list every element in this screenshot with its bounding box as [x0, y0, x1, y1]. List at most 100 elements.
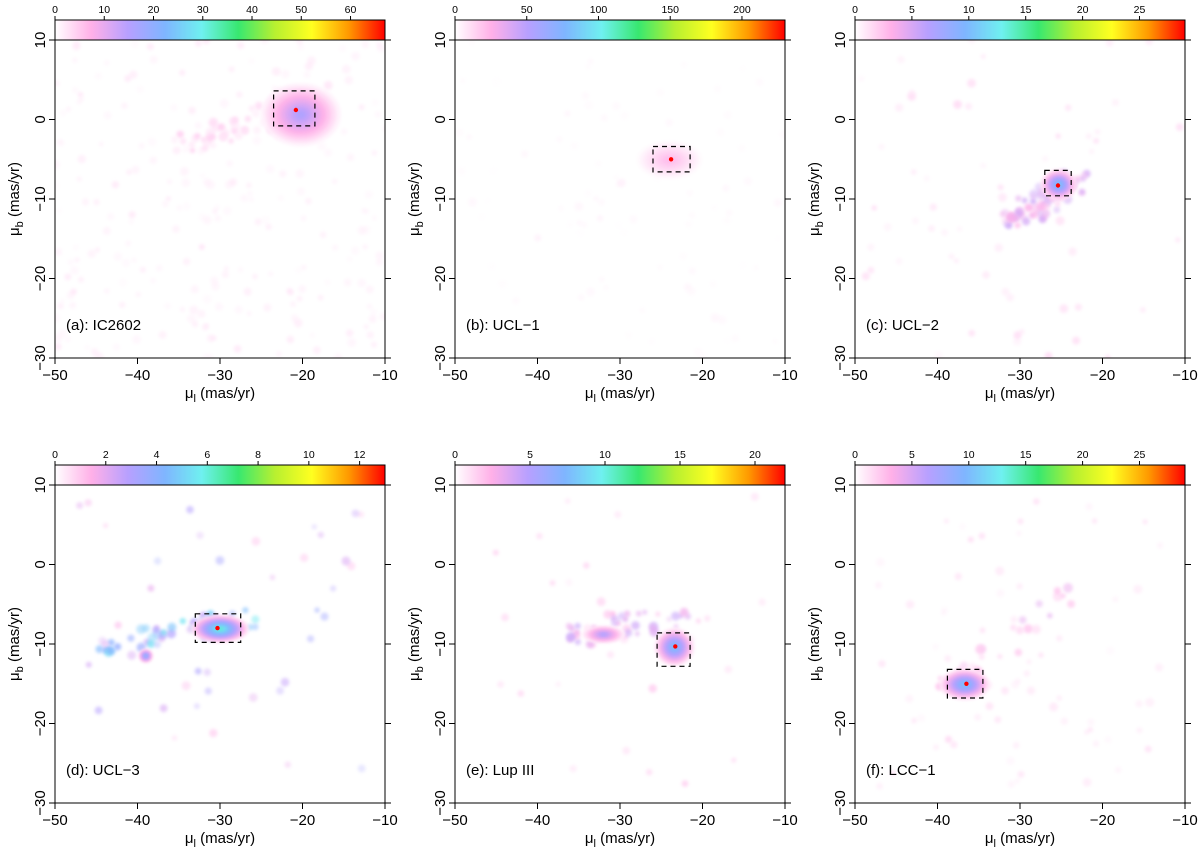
- y-tick-label: 0: [32, 115, 49, 123]
- y-tick-label: −20: [832, 711, 849, 736]
- density-point: [158, 330, 167, 339]
- density-point: [188, 106, 196, 115]
- x-tick-label: −30: [207, 367, 232, 384]
- density-point: [1082, 777, 1092, 787]
- selection-box: [1044, 169, 1072, 197]
- density-point: [176, 204, 183, 212]
- x-tick-label: −50: [42, 812, 67, 829]
- density-point: [581, 91, 590, 100]
- density-point: [565, 578, 573, 587]
- colorbar-tick-label: 6: [204, 449, 210, 461]
- density-point: [941, 229, 948, 236]
- density-point: [1023, 624, 1033, 634]
- density-point: [739, 65, 746, 72]
- density-point: [680, 61, 688, 68]
- density-blob: [144, 655, 147, 657]
- density-point: [246, 182, 252, 189]
- density-point: [1053, 206, 1061, 214]
- density-point: [758, 598, 766, 606]
- density-point: [374, 111, 382, 118]
- density-point: [609, 611, 616, 617]
- density-point: [968, 40, 976, 44]
- density-point: [711, 204, 718, 211]
- density-point: [695, 618, 702, 624]
- density-point: [944, 655, 952, 663]
- density-point: [186, 314, 196, 323]
- density-point: [580, 221, 588, 229]
- density-point: [211, 335, 217, 341]
- density-peak: [673, 644, 678, 649]
- y-axis-subscript: b: [14, 221, 26, 227]
- density-layer: [858, 40, 1184, 358]
- colorbar-tick-label: 20: [148, 4, 160, 16]
- density-point: [106, 212, 115, 221]
- y-tick-label: 0: [832, 560, 849, 568]
- density-point: [978, 654, 985, 660]
- density-point: [276, 686, 284, 695]
- density-point: [293, 318, 303, 328]
- density-point: [155, 264, 163, 272]
- density-point: [665, 118, 673, 127]
- density-point: [139, 266, 146, 273]
- density-point: [101, 640, 110, 649]
- density-point: [196, 531, 204, 540]
- density-point: [366, 303, 373, 310]
- colorbar: [54, 464, 386, 486]
- density-point: [905, 600, 915, 609]
- density-point: [252, 136, 262, 145]
- density-point: [357, 278, 367, 288]
- colorbar-tick-label: 10: [599, 449, 611, 461]
- density-point: [125, 240, 132, 247]
- density-point: [375, 251, 384, 260]
- density-point: [194, 132, 201, 140]
- density-point: [1049, 702, 1059, 712]
- density-point: [72, 86, 79, 94]
- density-point: [1087, 718, 1095, 726]
- density-point: [268, 271, 274, 277]
- density-point: [95, 645, 104, 654]
- y-tick-label: −10: [32, 186, 49, 211]
- density-point: [152, 626, 160, 634]
- x-tick-label: −10: [772, 812, 797, 829]
- density-point: [622, 746, 631, 755]
- density-point: [713, 85, 722, 93]
- colorbar-tick-label: 25: [1134, 4, 1146, 16]
- density-point: [215, 302, 224, 311]
- density-point: [179, 618, 186, 625]
- density-point: [1142, 519, 1148, 525]
- panel-f: 0 5 10 15 20 25 −50 −40 −30 −20 −10 −30 −20 −10 0 10 μl …: [806, 449, 1198, 850]
- density-point: [1042, 202, 1051, 211]
- y-axis-symbol: μ: [806, 227, 823, 236]
- density-point: [207, 610, 214, 617]
- density-point: [1013, 331, 1022, 340]
- colorbar-tick-label: 0: [452, 4, 458, 16]
- density-point: [1133, 584, 1143, 594]
- density-point: [199, 172, 206, 179]
- colorbar-tick-label: 0: [52, 449, 58, 461]
- colorbar-tick-label: 0: [852, 4, 858, 16]
- density-point: [104, 288, 110, 294]
- density-point: [252, 273, 258, 280]
- density-point: [967, 536, 974, 543]
- density-point: [1033, 498, 1040, 505]
- density-point: [368, 314, 377, 323]
- x-tick-label: −10: [1172, 367, 1197, 384]
- density-point: [317, 294, 324, 301]
- colorbar-tick-label: 0: [852, 449, 858, 461]
- density-point: [248, 57, 255, 65]
- density-peak: [1055, 183, 1061, 188]
- density-point: [631, 621, 640, 630]
- density-point: [219, 99, 229, 108]
- density-point: [460, 77, 466, 84]
- density-point: [215, 556, 225, 565]
- x-tick-label: −30: [1007, 367, 1032, 384]
- x-tick-label: −50: [842, 367, 867, 384]
- x-axis-units: (mas/yr): [196, 830, 255, 847]
- colorbar: [54, 19, 386, 41]
- density-point: [237, 41, 245, 50]
- colorbar-tick-label: 10: [98, 4, 110, 16]
- density-point: [313, 346, 321, 355]
- density-point: [269, 574, 276, 581]
- density-point: [55, 160, 60, 169]
- density-point: [1017, 518, 1024, 525]
